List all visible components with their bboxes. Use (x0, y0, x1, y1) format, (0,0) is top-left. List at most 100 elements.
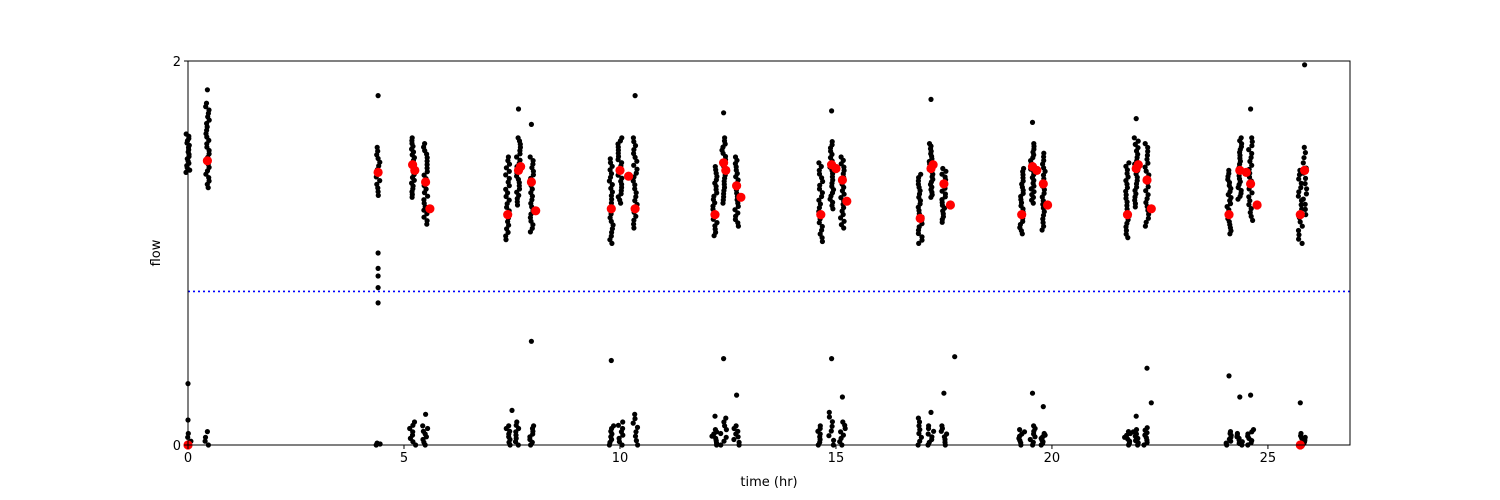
raw-point (840, 419, 846, 425)
raw-point (411, 419, 418, 425)
raw-point (410, 429, 416, 435)
raw-point (1248, 206, 1254, 212)
raw-point (204, 87, 210, 93)
raw-point (931, 428, 937, 434)
raw-point (1250, 217, 1256, 223)
raw-point (1125, 429, 1132, 435)
raw-point (838, 429, 844, 435)
summary-point (531, 206, 541, 216)
raw-point (374, 181, 380, 187)
raw-point (206, 107, 212, 113)
raw-point (721, 356, 727, 362)
raw-point (1296, 232, 1302, 238)
raw-point (631, 225, 637, 231)
raw-point (839, 394, 846, 400)
raw-point (1297, 219, 1303, 225)
raw-point (1148, 400, 1154, 406)
raw-point (721, 419, 727, 425)
raw-point (1144, 152, 1150, 158)
raw-point (916, 240, 922, 246)
raw-point (633, 429, 639, 435)
raw-point (732, 154, 739, 160)
plot-frame (187, 60, 1351, 446)
raw-point (1223, 440, 1229, 446)
summary-point (945, 200, 956, 210)
raw-point (607, 160, 614, 166)
raw-point (1040, 404, 1046, 410)
raw-point (1226, 373, 1232, 379)
raw-point (918, 171, 924, 177)
raw-point (1249, 139, 1255, 145)
ticks-layer: 0 5 10 15 20 25 0 2 (173, 55, 1276, 466)
raw-point (723, 434, 729, 440)
raw-point (1145, 215, 1151, 221)
raw-point (608, 357, 614, 364)
raw-point (506, 168, 512, 174)
raw-point (714, 220, 720, 226)
raw-point (1248, 392, 1254, 398)
raw-point (1249, 135, 1255, 141)
raw-point (829, 108, 835, 114)
raw-point (939, 171, 945, 177)
raw-point (1021, 165, 1027, 172)
raw-point (634, 166, 640, 172)
summary-point (1122, 210, 1133, 220)
raw-point (916, 423, 922, 429)
raw-point (183, 131, 189, 137)
raw-point (632, 143, 639, 149)
raw-point (929, 434, 935, 440)
raw-point (506, 423, 512, 429)
summary-point (1133, 160, 1143, 170)
y-tick-label: 0 (173, 439, 181, 454)
raw-point (1041, 157, 1047, 164)
raw-point (506, 175, 512, 182)
raw-point (1227, 429, 1234, 435)
raw-point (377, 178, 383, 184)
raw-point (838, 195, 844, 201)
raw-point (712, 164, 718, 170)
raw-point (1249, 143, 1255, 149)
raw-point (721, 110, 727, 116)
summary-point (915, 213, 925, 223)
raw-point (424, 218, 430, 224)
raw-point (517, 157, 523, 163)
summary-point (615, 165, 625, 175)
raw-point (632, 154, 638, 160)
x-tick-label: 0 (184, 451, 192, 466)
raw-point (632, 186, 638, 192)
summary-point (526, 177, 537, 187)
raw-point (634, 158, 640, 164)
raw-point (1300, 160, 1306, 166)
raw-point (723, 415, 729, 421)
raw-point (831, 437, 837, 443)
raw-point (817, 182, 823, 188)
raw-point (515, 106, 522, 112)
raw-point (632, 416, 638, 422)
summary-point (719, 158, 729, 168)
raw-point (407, 425, 413, 432)
summary-point (831, 163, 841, 174)
summary-point (606, 204, 616, 214)
raw-point (503, 186, 509, 192)
raw-point (1145, 148, 1151, 154)
raw-point (838, 154, 844, 160)
raw-point (829, 139, 835, 145)
raw-point (503, 165, 509, 171)
raw-point (619, 175, 625, 181)
raw-point (375, 250, 381, 256)
raw-point (928, 409, 934, 415)
raw-point (712, 427, 719, 433)
raw-point (423, 411, 429, 417)
raw-point (619, 135, 625, 141)
summary-point (736, 192, 746, 202)
raw-point (425, 193, 431, 199)
raw-point (1145, 144, 1151, 151)
x-tick-label: 10 (612, 451, 629, 466)
raw-point (1295, 227, 1302, 234)
raw-point (633, 194, 639, 200)
summary-point (1241, 167, 1251, 177)
raw-point (425, 425, 431, 432)
summary-point (630, 204, 640, 214)
summary-point (721, 165, 731, 175)
raw-point (818, 163, 824, 170)
